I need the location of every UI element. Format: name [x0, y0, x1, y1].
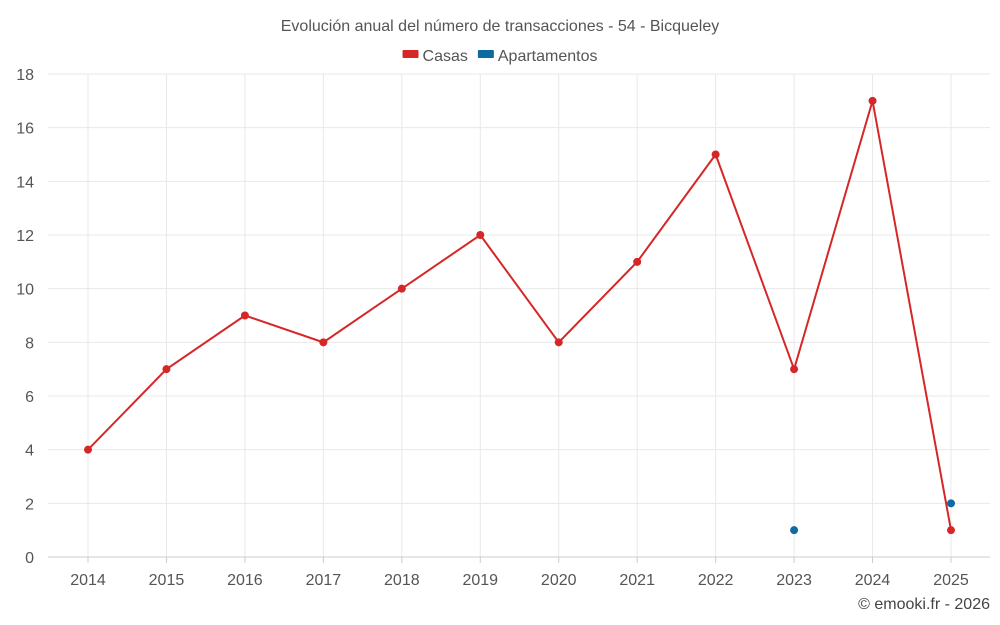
data-point[interactable]: [319, 338, 328, 347]
series-casas: [84, 96, 955, 535]
chart-title: Evolución anual del número de transaccio…: [281, 18, 719, 35]
y-tick-label: 8: [25, 335, 34, 352]
y-tick-label: 14: [16, 174, 34, 191]
data-point[interactable]: [554, 338, 563, 347]
x-tick-label: 2025: [933, 572, 969, 589]
y-tick-label: 16: [16, 121, 34, 138]
grid: [48, 73, 990, 558]
x-axis: 2014 2015 2016 2017 2018 2019 2020 2021 2022 2023…: [48, 556, 990, 589]
legend-label: Apartamentos: [498, 48, 598, 65]
y-tick-label: 2: [25, 496, 34, 513]
data-point[interactable]: [162, 365, 171, 374]
data-point[interactable]: [947, 499, 955, 508]
legend-label: Casas: [423, 48, 468, 65]
series-apartamentos: [790, 499, 955, 535]
data-point[interactable]: [790, 365, 799, 374]
y-tick-label: 18: [16, 67, 34, 84]
y-tick-label: 0: [25, 550, 34, 567]
legend-item-casas[interactable]: Casas: [402, 48, 468, 65]
x-tick-label: 2017: [306, 572, 342, 589]
x-tick-label: 2019: [462, 572, 498, 589]
credit-text: © emooki.fr - 2026: [858, 596, 990, 613]
data-point[interactable]: [947, 526, 955, 535]
x-tick-label: 2023: [776, 572, 812, 589]
x-tick-label: 2018: [384, 572, 420, 589]
y-tick-label: 4: [25, 443, 34, 460]
legend[interactable]: Casas Apartamentos: [402, 48, 598, 65]
series-layer: [84, 96, 955, 535]
data-point[interactable]: [711, 150, 720, 159]
legend-swatch: [477, 50, 494, 58]
data-point[interactable]: [397, 284, 406, 293]
y-axis: 0 2 4 6 8 10 12 14 16 18: [16, 67, 34, 567]
series-line: [87, 100, 952, 531]
y-tick-label: 6: [25, 389, 34, 406]
data-point[interactable]: [240, 311, 249, 320]
x-tick-label: 2014: [70, 572, 106, 589]
legend-swatch: [402, 50, 419, 58]
x-tick-label: 2021: [619, 572, 655, 589]
x-tick-label: 2016: [227, 572, 263, 589]
data-point[interactable]: [476, 231, 485, 239]
x-tick-label: 2022: [698, 572, 734, 589]
legend-item-apartamentos[interactable]: Apartamentos: [477, 48, 598, 65]
x-tick-label: 2015: [149, 572, 185, 589]
y-tick-label: 12: [16, 228, 34, 245]
x-tick-label: 2024: [855, 572, 891, 589]
data-point[interactable]: [868, 96, 877, 105]
x-tick-label: 2020: [541, 572, 577, 589]
data-point[interactable]: [633, 257, 642, 266]
data-point[interactable]: [790, 526, 799, 535]
data-point[interactable]: [84, 445, 92, 454]
y-tick-label: 10: [16, 282, 34, 299]
